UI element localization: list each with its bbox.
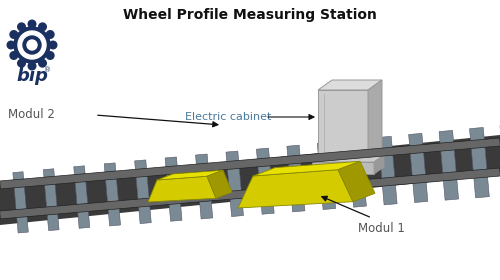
Text: Modul 1: Modul 1 (358, 221, 405, 235)
Circle shape (10, 31, 18, 38)
Circle shape (49, 41, 57, 49)
Polygon shape (470, 127, 490, 198)
Circle shape (38, 23, 46, 31)
Circle shape (23, 36, 41, 54)
Polygon shape (378, 136, 397, 205)
Polygon shape (134, 160, 152, 224)
Circle shape (18, 59, 25, 67)
Polygon shape (0, 135, 500, 225)
Polygon shape (157, 170, 223, 180)
Circle shape (38, 59, 46, 67)
Polygon shape (238, 170, 353, 208)
Polygon shape (253, 161, 360, 176)
Polygon shape (318, 80, 382, 90)
Polygon shape (165, 157, 182, 221)
Polygon shape (348, 139, 366, 207)
Circle shape (14, 27, 50, 63)
Polygon shape (287, 145, 305, 212)
Circle shape (46, 52, 54, 59)
Polygon shape (196, 154, 212, 219)
Circle shape (7, 41, 15, 49)
Polygon shape (338, 161, 375, 202)
Text: bip: bip (16, 67, 48, 85)
Circle shape (27, 40, 37, 50)
Polygon shape (44, 169, 59, 231)
Polygon shape (368, 80, 382, 162)
Polygon shape (318, 90, 368, 162)
Polygon shape (74, 166, 90, 228)
Circle shape (18, 23, 25, 31)
Text: Wheel Profile Measuring Station: Wheel Profile Measuring Station (123, 8, 377, 22)
Polygon shape (312, 155, 384, 162)
Polygon shape (207, 170, 232, 198)
Polygon shape (13, 172, 28, 233)
Polygon shape (408, 133, 428, 202)
Polygon shape (312, 162, 374, 174)
Text: ®: ® (44, 67, 51, 73)
Circle shape (18, 31, 46, 59)
Polygon shape (374, 155, 384, 174)
Polygon shape (0, 168, 500, 219)
Text: Electric cabinet: Electric cabinet (185, 112, 272, 122)
Polygon shape (318, 142, 336, 209)
Polygon shape (104, 163, 120, 226)
Polygon shape (226, 151, 244, 216)
Text: Modul 2: Modul 2 (8, 109, 55, 122)
Circle shape (10, 52, 18, 59)
Polygon shape (256, 148, 274, 214)
Circle shape (28, 20, 36, 28)
Circle shape (28, 62, 36, 70)
Polygon shape (439, 130, 458, 200)
Polygon shape (148, 176, 216, 202)
Polygon shape (0, 138, 500, 189)
Circle shape (46, 31, 54, 38)
